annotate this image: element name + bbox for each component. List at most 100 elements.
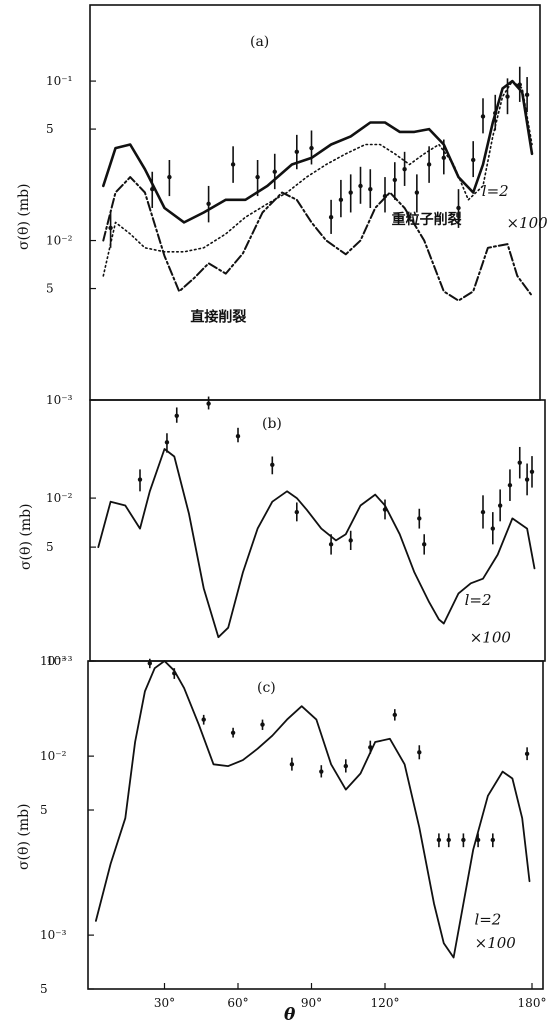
panel-a-data-point <box>108 225 113 231</box>
panel-a-data-point <box>338 197 344 203</box>
panel-b-annotation: l=2 <box>465 591 492 609</box>
panel-c-label: (c) <box>257 680 276 696</box>
panel-c-data-point <box>524 751 530 757</box>
panel-a-data-point <box>230 162 236 167</box>
panel-a-annotation: l=2 <box>482 182 509 200</box>
panel-c-data-point <box>319 769 324 774</box>
panel-b-data-point <box>422 542 427 547</box>
panel-b-data-point <box>497 503 503 508</box>
panel-b-y-axis-label: σ(θ) (mb) <box>18 503 34 570</box>
panel-c-data-point <box>147 661 152 666</box>
x-tick-label: 90° <box>301 996 322 1010</box>
panel-c-data-point <box>172 671 177 676</box>
panel-a-data-point <box>167 174 172 180</box>
panel-b-y-tick-label: 10⁻³ <box>46 654 73 668</box>
panel-c-data-point <box>260 722 265 727</box>
panel-b-data-point <box>348 538 353 543</box>
panel-b-data-point <box>417 516 422 521</box>
panel-a-data-point <box>382 193 388 199</box>
panel-a-data-point <box>414 190 420 195</box>
panel-b-data-point <box>524 477 530 482</box>
panel-c-data-point <box>289 762 295 767</box>
panel-b-data-point <box>480 509 486 515</box>
x-tick-label: 60° <box>227 996 248 1010</box>
panel-b-data-point <box>270 462 275 468</box>
panel-a-data-point <box>255 174 260 180</box>
panel-c-data-point <box>436 837 442 843</box>
panel-c-data-point <box>490 837 495 843</box>
panel-a-data-point <box>206 201 211 206</box>
panel-b-data-point <box>529 469 535 474</box>
panel-a-y-axis-label: σ(θ) (mb) <box>16 183 32 250</box>
x-tick-label: 30° <box>154 996 175 1010</box>
panel-c-data-point <box>368 745 373 750</box>
panel-a-series-solid-thick <box>102 79 534 224</box>
panel-c-data-point <box>461 837 466 843</box>
panel-c-series-solid <box>95 660 531 959</box>
panel-c-annotation: ×100 <box>475 934 517 952</box>
x-tick-label: 120° <box>371 996 400 1010</box>
panel-c-y-tick-label: 10⁻² <box>40 749 67 763</box>
panel-a-data-point <box>328 215 334 220</box>
panel-a-data-point <box>402 167 407 172</box>
panel-b-data-point <box>517 460 522 465</box>
panel-b-data-point <box>164 440 170 445</box>
panel-b-data-point <box>382 507 388 512</box>
panel-c-data-point <box>201 717 206 722</box>
panel-a-data-point <box>505 94 510 99</box>
panel-c-data-point <box>230 730 236 736</box>
panel-b-y-tick-label: 10⁻² <box>46 491 73 505</box>
panel-b-plot: 10⁻² 5 10⁻³ l=2 ×100 <box>46 396 536 668</box>
panel-b-data-point <box>490 526 495 531</box>
panel-b-data-point <box>206 401 211 406</box>
panel-a-data-point <box>426 162 432 167</box>
panel-a-data-point <box>294 149 299 155</box>
panel-b-data-point <box>294 509 299 515</box>
panel-c-data-point <box>417 750 422 755</box>
panel-a-data-point <box>456 205 461 211</box>
panel-c-y-tick-label: 5 <box>40 982 48 996</box>
panel-b-data-point <box>235 433 241 439</box>
panel-a-y-tick-label: 10⁻³ <box>46 393 73 407</box>
panel-a-data-point <box>441 155 446 161</box>
panel-c-y-tick-label: 10⁻³ <box>40 928 67 942</box>
panel-c-y-tick-label: 10⁻³ <box>40 654 67 668</box>
x-tick-label: 180° <box>518 996 547 1010</box>
panel-a-frame <box>89 4 541 401</box>
panel-c-y-tick-label: 5 <box>40 803 48 817</box>
panel-a-data-point <box>150 186 155 192</box>
panel-a-data-point <box>358 183 363 189</box>
panel-c-data-point <box>475 837 481 843</box>
panel-c-annotation: l=2 <box>474 910 501 928</box>
panel-c-plot: 10⁻³ 10⁻² 5 10⁻³ 5 30° 60° 90° 120° 180° l=2 ×100 <box>40 654 546 1010</box>
panel-a-data-point <box>309 145 314 151</box>
panel-a-series-dash-dot <box>102 176 533 302</box>
panel-b-data-point <box>328 542 334 547</box>
panel-b-frame <box>89 399 546 662</box>
x-axis-label: θ <box>284 1005 296 1025</box>
panel-a-data-point <box>272 169 277 174</box>
panel-a-data-point <box>392 177 397 183</box>
panel-a-series-dotted <box>102 80 533 277</box>
panel-c-y-axis-label: σ(θ) (mb) <box>16 803 32 870</box>
panel-a-annotation: 重粒子削裂 <box>392 211 462 228</box>
panel-a-data-point <box>517 82 522 87</box>
panel-a-data-point <box>471 157 476 163</box>
panel-a-y-tick-label: 5 <box>46 122 54 136</box>
panel-c-data-point <box>392 712 397 718</box>
panel-a-annotation: ×100 <box>506 214 548 232</box>
panel-a-y-tick-label: 10⁻² <box>46 234 73 248</box>
panel-a-data-point <box>493 110 498 116</box>
panel-a-data-point <box>524 92 530 98</box>
panel-b-label: (b) <box>262 416 282 432</box>
panel-b-data-point <box>174 413 179 418</box>
panel-a-label: (a) <box>250 34 269 50</box>
panel-a-y-tick-label: 10⁻¹ <box>46 74 72 88</box>
panel-c-data-point <box>446 837 451 843</box>
panel-c-data-point <box>343 763 348 769</box>
panel-a-data-point <box>368 186 373 192</box>
panel-b-annotation: ×100 <box>470 628 512 646</box>
panel-a-plot: 10⁻¹ 5 10⁻² 5 10⁻³ 直接削裂 重粒子削裂 l=2 ×100 <box>46 66 548 407</box>
panel-b-series-solid <box>97 448 536 639</box>
